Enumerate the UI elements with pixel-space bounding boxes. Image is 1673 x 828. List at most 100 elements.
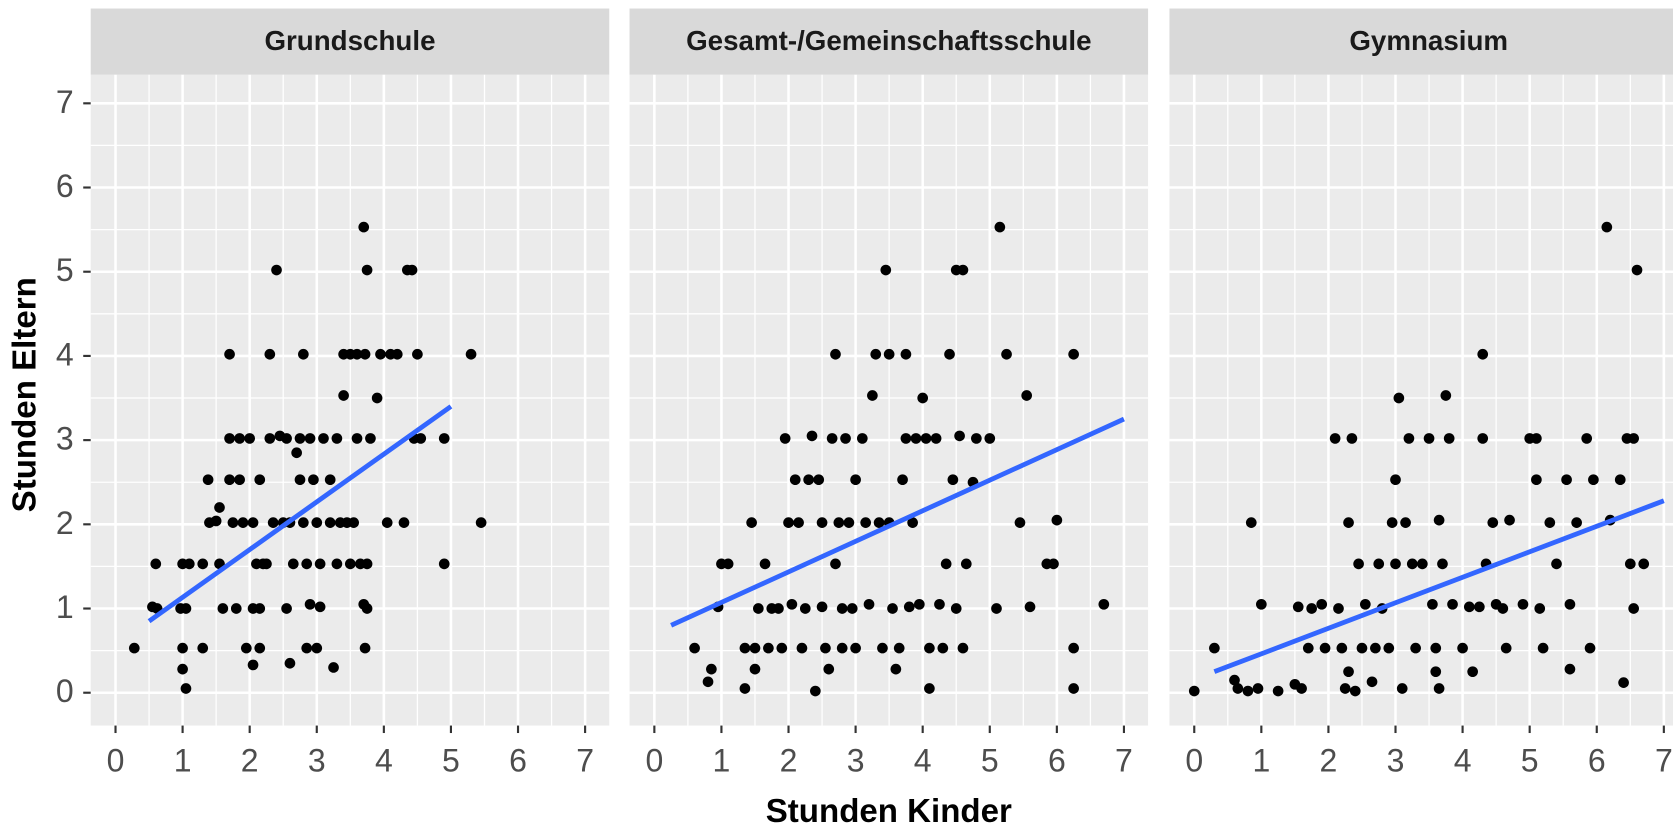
point xyxy=(1098,598,1110,610)
point xyxy=(1477,433,1489,444)
point xyxy=(689,642,700,654)
point xyxy=(197,558,209,570)
point xyxy=(1531,433,1542,444)
x-tick-label: 3 xyxy=(1387,742,1405,778)
point xyxy=(924,642,935,654)
point xyxy=(803,474,814,486)
point xyxy=(244,433,256,444)
point xyxy=(1457,642,1468,654)
point xyxy=(796,642,808,654)
point xyxy=(924,683,935,694)
point xyxy=(823,663,835,675)
point xyxy=(1390,474,1401,486)
point xyxy=(412,348,423,360)
point xyxy=(359,348,371,360)
point xyxy=(799,603,811,614)
point xyxy=(1406,558,1418,570)
point xyxy=(887,603,898,614)
point xyxy=(298,348,309,360)
point xyxy=(264,433,276,444)
point xyxy=(917,392,929,404)
point xyxy=(937,642,949,654)
point xyxy=(1014,517,1026,528)
point xyxy=(749,663,761,675)
point xyxy=(880,264,892,276)
point xyxy=(1329,433,1341,444)
point xyxy=(1021,390,1033,401)
point xyxy=(1631,264,1643,276)
point xyxy=(1001,348,1012,360)
point xyxy=(344,558,356,570)
point xyxy=(1544,517,1556,528)
point xyxy=(150,558,162,570)
point xyxy=(398,517,410,528)
point xyxy=(1624,558,1636,570)
point xyxy=(960,558,972,570)
point xyxy=(1571,517,1582,528)
point xyxy=(1353,558,1364,570)
point xyxy=(308,474,319,486)
x-tick-label: 7 xyxy=(1655,742,1673,778)
x-tick-label: 5 xyxy=(1521,742,1539,778)
point xyxy=(789,474,801,486)
point xyxy=(304,433,316,444)
point xyxy=(1373,558,1385,570)
point xyxy=(230,603,242,614)
point xyxy=(351,348,363,360)
trend-line xyxy=(1213,498,1665,674)
point xyxy=(1256,598,1267,610)
point xyxy=(850,642,861,654)
point xyxy=(1614,474,1626,486)
point xyxy=(281,433,292,444)
point xyxy=(1068,683,1079,694)
point xyxy=(773,603,784,614)
point xyxy=(1346,433,1358,444)
point xyxy=(890,663,902,675)
point xyxy=(1423,433,1435,444)
plot-area: Stunden Kinder Stunden Eltern Grundschul… xyxy=(6,8,1673,828)
point xyxy=(706,663,717,675)
point xyxy=(1356,642,1368,654)
point xyxy=(826,433,838,444)
point xyxy=(224,474,235,486)
point xyxy=(180,603,192,614)
point xyxy=(438,433,450,444)
point xyxy=(294,474,306,486)
point xyxy=(304,598,316,610)
strip-label: Grundschule xyxy=(264,25,435,56)
strip-background xyxy=(1169,8,1673,75)
point xyxy=(867,390,878,401)
point xyxy=(1537,642,1549,654)
point xyxy=(1359,598,1371,610)
point xyxy=(816,517,828,528)
point xyxy=(1306,603,1317,614)
point xyxy=(1588,474,1599,486)
point xyxy=(314,558,326,570)
x-tick-label: 2 xyxy=(780,742,798,778)
point xyxy=(267,517,279,528)
point xyxy=(361,603,373,614)
point xyxy=(920,433,932,444)
point xyxy=(749,642,761,654)
point xyxy=(415,433,427,444)
point xyxy=(947,474,959,486)
point xyxy=(1343,666,1354,678)
point xyxy=(1628,603,1639,614)
point xyxy=(1232,683,1244,694)
point xyxy=(1316,598,1328,610)
point xyxy=(843,517,855,528)
facet: Grundschule 0 1 2 3 4 5 6 7 0 1 2 3 4 5 6 7 xyxy=(56,8,610,778)
point xyxy=(1487,517,1499,528)
point xyxy=(358,221,370,233)
point xyxy=(234,474,245,486)
point xyxy=(1443,433,1455,444)
point xyxy=(1410,642,1421,654)
point xyxy=(287,558,299,570)
point xyxy=(830,348,841,360)
point xyxy=(1433,683,1445,694)
point xyxy=(1474,601,1485,613)
point xyxy=(438,558,450,570)
point xyxy=(786,598,798,610)
trend-line xyxy=(147,404,453,624)
